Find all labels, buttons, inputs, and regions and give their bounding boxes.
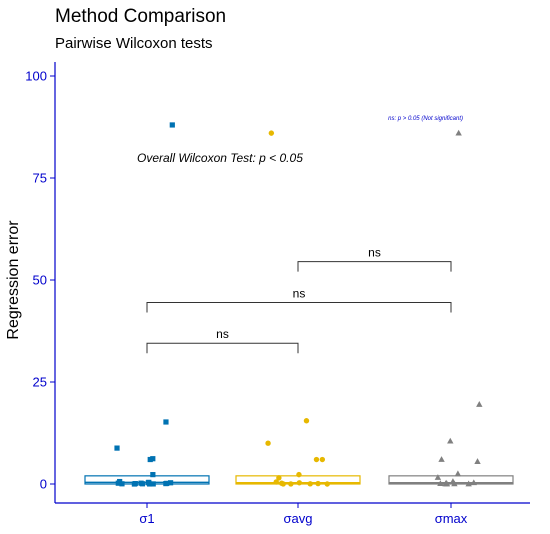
data-point [476,401,483,407]
y-tick-label: 50 [33,273,47,288]
x-tick-label: σmax [435,511,468,526]
data-point [273,479,279,485]
data-point [438,456,445,462]
data-point [437,480,444,486]
data-point [296,480,303,486]
data-point [470,479,477,486]
data-point [115,480,121,486]
data-point [474,458,481,464]
data-point [147,456,153,463]
data-point [276,475,282,481]
box [388,475,514,485]
data-point [303,418,310,424]
comparison-label: ns [216,327,229,341]
data-point [119,481,125,487]
data-point [114,445,120,451]
comparison-bracket [146,342,299,354]
data-point [442,480,449,487]
data-point [169,122,175,128]
data-point [167,480,174,486]
comparison-bracket [297,261,452,272]
data-point [150,481,156,487]
data-point [296,471,302,478]
data-point [454,470,462,477]
y-tick-label: 75 [33,171,47,186]
data-point [280,481,286,487]
data-point [147,481,153,487]
data-point [307,481,313,487]
data-point [447,437,454,444]
data-point [465,480,472,487]
comparison-label: ns [368,246,381,260]
x-tick-label: σavg [284,511,313,526]
comparison-bracket [146,301,452,313]
data-point [163,419,169,425]
y-tick-label: 25 [33,375,47,390]
data-point [313,456,320,463]
data-point [288,481,294,487]
y-axis-label: Regression error [5,220,22,340]
data-point [434,474,442,480]
y-tick-label: 100 [25,69,47,84]
chart-title: Method Comparison [55,6,226,27]
data-point [451,480,458,487]
comparison-label: ns [293,286,306,300]
data-point [268,130,275,136]
y-tick-label: 0 [40,477,47,492]
data-point [319,456,326,463]
plot-layer: 0 25 50 75 100 σ1 σavg σmax ns ns ns [25,62,530,526]
data-point [324,481,330,487]
data-point [139,481,146,487]
data-point [164,480,170,486]
data-point [150,472,156,478]
data-point [455,129,462,136]
significance-note: ns: p > 0.05 (Not significant) [388,116,463,122]
data-point [131,481,137,487]
data-point [315,480,321,487]
data-point [265,440,271,446]
overall-test-annotation: Overall Wilcoxon Test: p < 0.05 [137,151,303,165]
x-tick-label: σ1 [139,511,154,526]
chart-subtitle: Pairwise Wilcoxon tests [55,35,213,52]
